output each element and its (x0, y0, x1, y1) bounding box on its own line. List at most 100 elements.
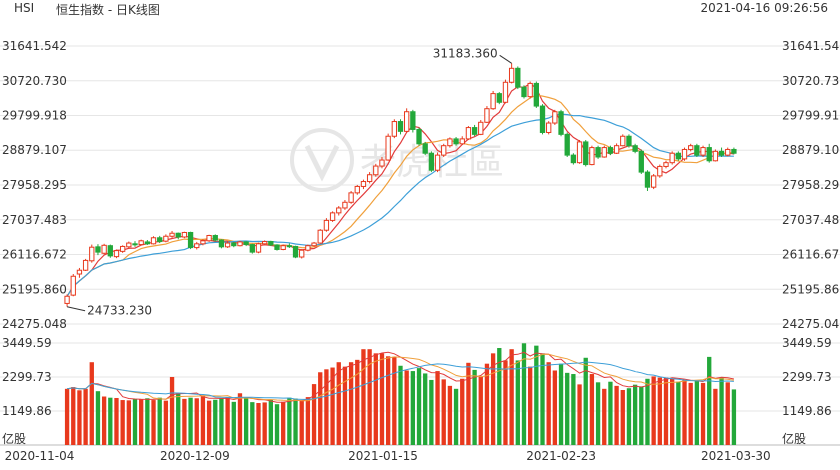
candle (638, 149, 644, 174)
volume-bar (71, 387, 76, 445)
candle (354, 184, 360, 195)
volume-bar (608, 381, 613, 445)
candle (539, 104, 546, 135)
candle (688, 143, 694, 152)
candle (336, 206, 342, 216)
candle (360, 179, 367, 190)
volume-bar (330, 367, 335, 445)
ma10-line (66, 94, 734, 297)
candle (700, 145, 706, 158)
volume-bar (132, 398, 138, 445)
price-tick-left: 31641.542 (2, 39, 67, 53)
candle (410, 109, 416, 133)
candle (496, 92, 502, 105)
volume-bar (558, 363, 564, 445)
volume-ma10-line (67, 353, 734, 402)
price-tick-left: 27958.295 (2, 178, 67, 192)
volume-bar (145, 398, 150, 445)
volume-bar (77, 390, 82, 445)
date-tick: 2021-03-30 (701, 449, 771, 463)
candle (428, 151, 435, 173)
candle (385, 133, 391, 161)
candle (323, 218, 330, 232)
date-tick: 2021-01-15 (348, 449, 418, 463)
volume-bar (225, 397, 230, 445)
candle (70, 273, 76, 297)
candle (194, 241, 200, 250)
candle (669, 151, 675, 165)
candle (644, 170, 651, 191)
high-pointer (499, 54, 512, 64)
volume-bar (632, 384, 638, 445)
volume-bar (682, 379, 687, 445)
volume-bar (95, 391, 101, 445)
candle (163, 234, 169, 243)
volume-bar (361, 349, 366, 445)
volume-bar (324, 369, 329, 445)
price-tick-left: 26116.672 (2, 247, 67, 261)
volume-bar (237, 393, 243, 445)
volume-bar (114, 397, 119, 445)
chart-title: 恒生指数 - 日K线图 (56, 3, 160, 17)
volume-bar (311, 384, 317, 445)
candle (317, 229, 323, 244)
candle (224, 241, 231, 248)
candle (613, 143, 620, 154)
candle (305, 244, 311, 252)
candle (521, 85, 527, 99)
volume-bar (688, 382, 693, 445)
candle (441, 143, 447, 158)
volume-bar (676, 381, 681, 445)
volume-bar (595, 382, 601, 445)
candle (712, 149, 719, 162)
volume-bar (694, 380, 700, 445)
candle (650, 173, 657, 190)
volume-bar (577, 384, 582, 445)
candle (589, 145, 595, 166)
volume-bar (250, 402, 255, 445)
volume-bar (410, 371, 416, 445)
volume-bar (287, 397, 292, 445)
candle (478, 120, 484, 136)
candle (175, 232, 181, 240)
tiger-logo-icon (290, 128, 354, 192)
candle (434, 152, 441, 173)
volume-bar (373, 353, 378, 445)
candle (583, 140, 589, 167)
volume-bar (731, 389, 737, 445)
price-tick-right: 31641.542 (782, 39, 840, 53)
candle (76, 267, 83, 278)
low-annotation: 24733.230 (87, 304, 152, 318)
candle (626, 134, 632, 148)
volume-bar (176, 393, 181, 445)
candle (391, 119, 397, 139)
volume-bar (484, 363, 490, 445)
volume-bar (626, 388, 632, 445)
candle (731, 147, 737, 155)
volume-bar (367, 349, 372, 445)
volume-bar (719, 377, 724, 445)
volume-bar (651, 376, 656, 445)
candle (262, 240, 268, 245)
candle (144, 240, 151, 245)
price-tick-left: 27037.483 (2, 213, 67, 227)
price-tick-right: 30720.730 (782, 74, 840, 88)
candle (675, 151, 682, 161)
candle (218, 239, 225, 249)
candle (552, 109, 558, 125)
candle (601, 145, 607, 158)
candle (181, 231, 188, 239)
candle (169, 230, 175, 238)
candle (138, 239, 144, 246)
candle (107, 244, 113, 258)
candle (95, 244, 101, 256)
candle (348, 190, 354, 204)
candle (311, 241, 317, 247)
volume-bar (281, 401, 286, 445)
volume-bar (707, 356, 712, 445)
price-tick-right: 24275.048 (782, 317, 840, 331)
high-annotation: 31183.360 (433, 46, 498, 60)
candle (132, 241, 138, 247)
volume-bar (336, 362, 341, 445)
volume-ma20-line (67, 361, 734, 400)
